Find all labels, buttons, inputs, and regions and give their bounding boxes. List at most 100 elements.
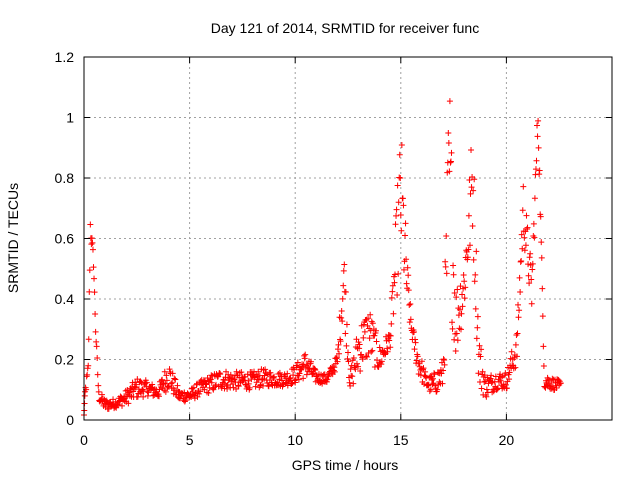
data-point-plus-icon [526,254,533,261]
x-tick-label: 10 [287,432,303,448]
data-point-plus-icon [89,246,96,253]
data-point-plus-icon [466,176,473,183]
data-point-plus-icon [308,358,315,365]
data-point-plus-icon [144,392,151,399]
data-point-plus-icon [286,376,293,383]
data-point-plus-icon [516,274,523,281]
data-point-plus-icon [426,388,433,395]
data-point-plus-icon [488,379,495,386]
data-point-plus-icon [447,159,454,166]
chart-title: Day 121 of 2014, SRMTID for receiver fun… [211,20,479,36]
data-point-plus-icon [428,376,435,383]
data-point-plus-icon [342,330,349,337]
data-point-plus-icon [478,346,485,353]
data-point-plus-icon [204,389,211,396]
data-point-plus-icon [364,322,371,329]
data-point-plus-icon [345,358,352,365]
data-point-plus-icon [284,382,291,389]
data-point-plus-icon [389,282,396,289]
data-point-plus-icon [445,139,452,146]
data-point-plus-icon [85,362,92,369]
data-point-plus-icon [95,388,102,395]
data-point-plus-icon [335,341,342,348]
data-point-plus-icon [251,374,258,381]
data-point-plus-icon [404,264,411,271]
data-point-plus-icon [298,366,305,373]
data-point-plus-icon [536,171,543,178]
y-tick-label: 0.6 [55,231,75,247]
data-point-plus-icon [254,373,261,380]
data-point-plus-icon [528,276,535,283]
data-point-plus-icon [391,271,398,278]
data-point-plus-icon [451,336,458,343]
data-point-plus-icon [336,314,343,321]
data-point-plus-icon [397,174,404,181]
data-point-plus-icon [402,220,409,227]
data-point-plus-icon [400,202,407,209]
data-point-plus-icon [331,364,338,371]
data-point-plus-icon [518,257,525,264]
data-point-plus-icon [301,352,308,359]
data-point-plus-icon [341,261,348,268]
data-point-plus-icon [301,355,308,362]
data-point-plus-icon [472,305,479,312]
data-point-plus-icon [471,278,478,285]
data-point-plus-icon [521,247,528,254]
data-point-plus-icon [91,289,98,296]
data-point-plus-icon [412,336,419,343]
data-point-plus-icon [454,286,461,293]
data-point-plus-icon [337,338,344,345]
data-point-plus-icon [337,336,344,343]
data-point-plus-icon [469,223,476,230]
data-point-plus-icon [336,350,343,357]
data-point-plus-icon [224,385,231,392]
data-point-plus-icon [339,318,346,325]
data-point-plus-icon [372,327,379,334]
data-point-plus-icon [461,278,468,285]
plot-frame [83,56,613,421]
data-point-plus-icon [223,383,230,390]
data-point-plus-icon [208,379,215,386]
data-point-plus-icon [172,376,179,383]
data-point-plus-icon [191,395,198,402]
data-point-plus-icon [474,313,481,320]
data-point-plus-icon [323,378,330,385]
data-point-plus-icon [137,378,144,385]
data-point-plus-icon [270,375,277,382]
data-point-plus-icon [393,206,400,213]
data-point-plus-icon [557,380,564,387]
data-point-plus-icon [302,351,309,358]
data-point-plus-icon [517,258,524,265]
data-point-plus-icon [390,310,397,317]
data-point-plus-icon [443,270,450,277]
data-point-plus-icon [449,325,456,332]
data-point-plus-icon [216,370,223,377]
data-point-plus-icon [169,370,176,377]
data-point-plus-icon [174,382,181,389]
data-point-plus-icon [478,385,485,392]
data-point-plus-icon [427,386,434,393]
data-point-plus-icon [309,371,316,378]
data-point-plus-icon [267,369,274,376]
data-point-plus-icon [361,328,368,335]
data-point-plus-icon [445,129,452,136]
data-point-plus-icon [394,292,401,299]
data-point-plus-icon [418,358,425,365]
data-point-plus-icon [406,302,413,309]
data-point-plus-icon [171,375,178,382]
data-point-plus-icon [233,385,240,392]
data-point-plus-icon [462,284,469,291]
data-point-plus-icon [449,319,456,326]
data-point-plus-icon [476,342,483,349]
data-point-plus-icon [356,345,363,352]
data-point-plus-icon [324,376,331,383]
data-point-plus-icon [502,370,509,377]
data-point-plus-icon [450,262,457,269]
data-point-plus-icon [235,383,242,390]
data-point-plus-icon [255,368,262,375]
data-point-plus-icon [373,338,380,345]
data-point-plus-icon [454,337,461,344]
data-point-plus-icon [466,242,473,249]
data-point-plus-icon [92,310,99,317]
data-point-plus-icon [443,233,450,240]
